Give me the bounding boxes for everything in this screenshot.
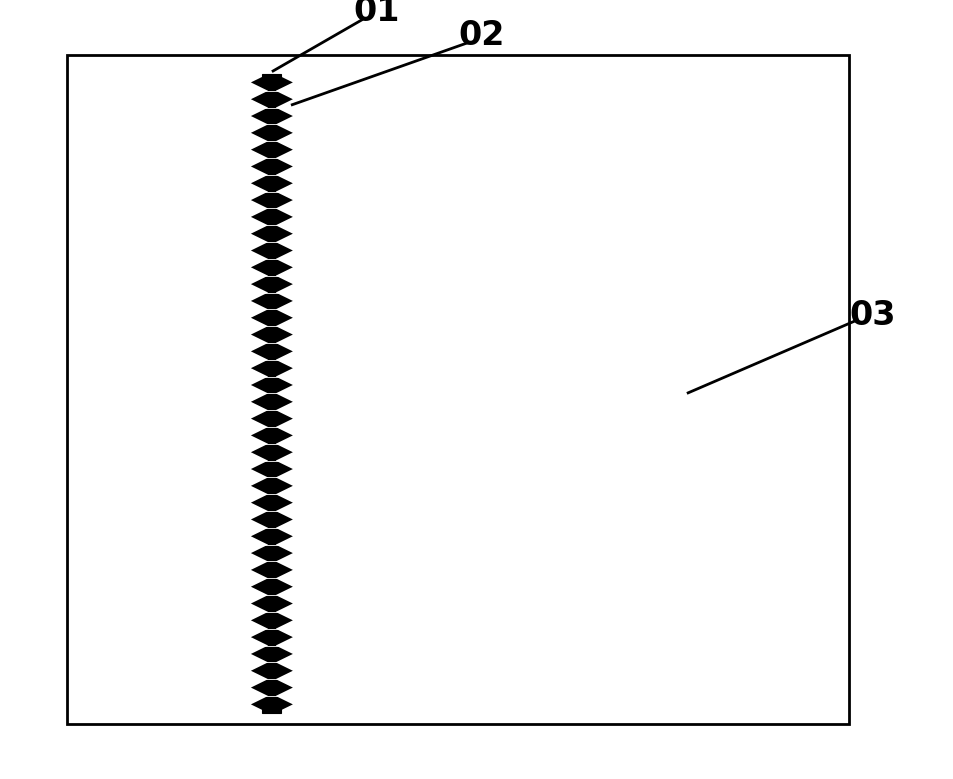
Polygon shape bbox=[275, 646, 293, 662]
Polygon shape bbox=[251, 209, 268, 225]
Polygon shape bbox=[275, 528, 293, 545]
Polygon shape bbox=[275, 276, 293, 293]
Polygon shape bbox=[275, 511, 293, 528]
Polygon shape bbox=[275, 427, 293, 444]
Polygon shape bbox=[275, 225, 293, 242]
Polygon shape bbox=[275, 242, 293, 259]
Polygon shape bbox=[275, 494, 293, 511]
Polygon shape bbox=[251, 562, 268, 578]
Polygon shape bbox=[251, 343, 268, 360]
Polygon shape bbox=[275, 578, 293, 595]
Polygon shape bbox=[275, 158, 293, 174]
Polygon shape bbox=[275, 360, 293, 376]
Polygon shape bbox=[251, 662, 268, 679]
Polygon shape bbox=[251, 108, 268, 125]
Text: 01: 01 bbox=[354, 0, 399, 28]
Polygon shape bbox=[275, 108, 293, 125]
Polygon shape bbox=[275, 174, 293, 192]
Polygon shape bbox=[275, 293, 293, 309]
Polygon shape bbox=[251, 511, 268, 528]
Polygon shape bbox=[251, 460, 268, 478]
Polygon shape bbox=[275, 326, 293, 343]
Polygon shape bbox=[251, 174, 268, 192]
Polygon shape bbox=[251, 141, 268, 158]
Polygon shape bbox=[275, 679, 293, 696]
Polygon shape bbox=[275, 376, 293, 393]
Polygon shape bbox=[251, 326, 268, 343]
Polygon shape bbox=[275, 141, 293, 158]
Polygon shape bbox=[251, 242, 268, 259]
Polygon shape bbox=[251, 225, 268, 242]
Polygon shape bbox=[251, 293, 268, 309]
Polygon shape bbox=[275, 478, 293, 494]
Polygon shape bbox=[275, 192, 293, 209]
Polygon shape bbox=[251, 629, 268, 646]
Polygon shape bbox=[251, 360, 268, 376]
Text: 02: 02 bbox=[458, 19, 504, 51]
Bar bbox=[268, 74, 275, 713]
Bar bbox=[262, 74, 281, 83]
Polygon shape bbox=[251, 545, 268, 562]
Polygon shape bbox=[251, 444, 268, 460]
Text: 03: 03 bbox=[849, 299, 895, 332]
Polygon shape bbox=[251, 478, 268, 494]
Polygon shape bbox=[275, 309, 293, 326]
Polygon shape bbox=[251, 192, 268, 209]
Polygon shape bbox=[251, 91, 268, 108]
Polygon shape bbox=[251, 612, 268, 629]
Polygon shape bbox=[251, 393, 268, 411]
Polygon shape bbox=[251, 578, 268, 595]
Polygon shape bbox=[251, 679, 268, 696]
Polygon shape bbox=[275, 595, 293, 612]
Polygon shape bbox=[275, 74, 293, 91]
Polygon shape bbox=[251, 276, 268, 293]
Polygon shape bbox=[251, 595, 268, 612]
Polygon shape bbox=[275, 460, 293, 478]
Polygon shape bbox=[275, 411, 293, 427]
Polygon shape bbox=[251, 158, 268, 174]
Polygon shape bbox=[275, 696, 293, 713]
Bar bbox=[262, 703, 281, 713]
Polygon shape bbox=[251, 376, 268, 393]
Polygon shape bbox=[275, 562, 293, 578]
Polygon shape bbox=[275, 444, 293, 460]
Polygon shape bbox=[275, 259, 293, 276]
Polygon shape bbox=[251, 696, 268, 713]
Polygon shape bbox=[275, 662, 293, 679]
Polygon shape bbox=[251, 74, 268, 91]
Polygon shape bbox=[275, 393, 293, 411]
Polygon shape bbox=[251, 528, 268, 545]
Polygon shape bbox=[251, 494, 268, 511]
Polygon shape bbox=[275, 612, 293, 629]
Bar bbox=[67, 55, 848, 724]
Polygon shape bbox=[275, 545, 293, 562]
Polygon shape bbox=[251, 646, 268, 662]
Polygon shape bbox=[251, 125, 268, 141]
Polygon shape bbox=[251, 411, 268, 427]
Polygon shape bbox=[275, 209, 293, 225]
Polygon shape bbox=[251, 427, 268, 444]
Polygon shape bbox=[275, 343, 293, 360]
Polygon shape bbox=[251, 259, 268, 276]
Polygon shape bbox=[275, 629, 293, 646]
Polygon shape bbox=[251, 309, 268, 326]
Polygon shape bbox=[275, 91, 293, 108]
Polygon shape bbox=[275, 125, 293, 141]
